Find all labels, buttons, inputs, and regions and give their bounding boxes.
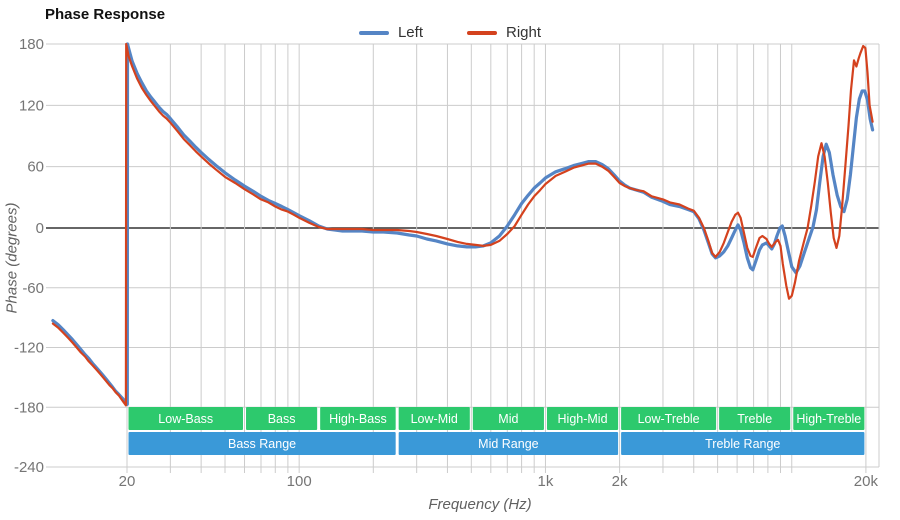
y-tick-label: -120: [14, 340, 44, 357]
sub-range-band: [128, 407, 244, 430]
left-series-swatch: [358, 30, 389, 35]
sub-range-band: [246, 407, 318, 430]
sub-range-band: [398, 407, 470, 430]
y-tick-label: -180: [14, 399, 44, 416]
y-tick-label: 120: [19, 97, 44, 114]
sub-range-band-label: Mid: [498, 412, 518, 426]
sub-range-band-label: High-Treble: [796, 412, 861, 426]
main-range-band: [128, 432, 396, 455]
x-tick-label: 2k: [612, 473, 628, 490]
main-range-band-label: Bass Range: [228, 437, 296, 451]
sub-range-band: [793, 407, 865, 430]
sub-range-band-label: High-Mid: [558, 412, 608, 426]
main-range-band-label: Mid Range: [478, 437, 538, 451]
main-range-band: [398, 432, 619, 455]
legend-item-left[interactable]: Left: [358, 24, 423, 41]
sub-range-band-label: Low-Mid: [411, 412, 458, 426]
sub-range-band-label: Treble: [737, 412, 772, 426]
sub-range-band: [546, 407, 619, 430]
y-tick-label: -60: [22, 280, 44, 297]
x-tick-label: 100: [287, 473, 312, 490]
legend-item-right[interactable]: Right: [467, 24, 541, 41]
sub-range-band: [621, 407, 717, 430]
x-tick-label: 1k: [538, 473, 554, 490]
sub-range-band-label: Low-Treble: [638, 412, 700, 426]
legend: Left Right: [0, 24, 900, 41]
y-tick-label: 180: [19, 36, 44, 53]
legend-label-left: Left: [397, 24, 423, 41]
y-tick-label: -240: [14, 459, 44, 476]
right-series-swatch: [467, 30, 497, 35]
legend-label-right: Right: [506, 24, 542, 41]
chart-title: Phase Response: [45, 6, 166, 23]
y-tick-label: 0: [36, 220, 44, 237]
main-range-band-label: Treble Range: [705, 437, 780, 451]
sub-range-band: [472, 407, 544, 430]
sub-range-band-label: Bass: [268, 412, 296, 426]
sub-range-band-label: Low-Bass: [158, 412, 213, 426]
main-range-band: [621, 432, 865, 455]
series-right-line: [51, 42, 874, 407]
sub-range-band: [320, 407, 396, 430]
y-axis-title: Phase (degrees): [3, 202, 21, 314]
x-tick-label: 20k: [854, 473, 879, 490]
sub-range-band-label: High-Bass: [329, 412, 387, 426]
y-tick-label: 60: [27, 159, 44, 176]
series-left-line: [51, 42, 875, 406]
x-axis-title: Frequency (Hz): [428, 496, 532, 513]
x-tick-label: 20: [119, 473, 136, 490]
sub-range-band: [719, 407, 791, 430]
